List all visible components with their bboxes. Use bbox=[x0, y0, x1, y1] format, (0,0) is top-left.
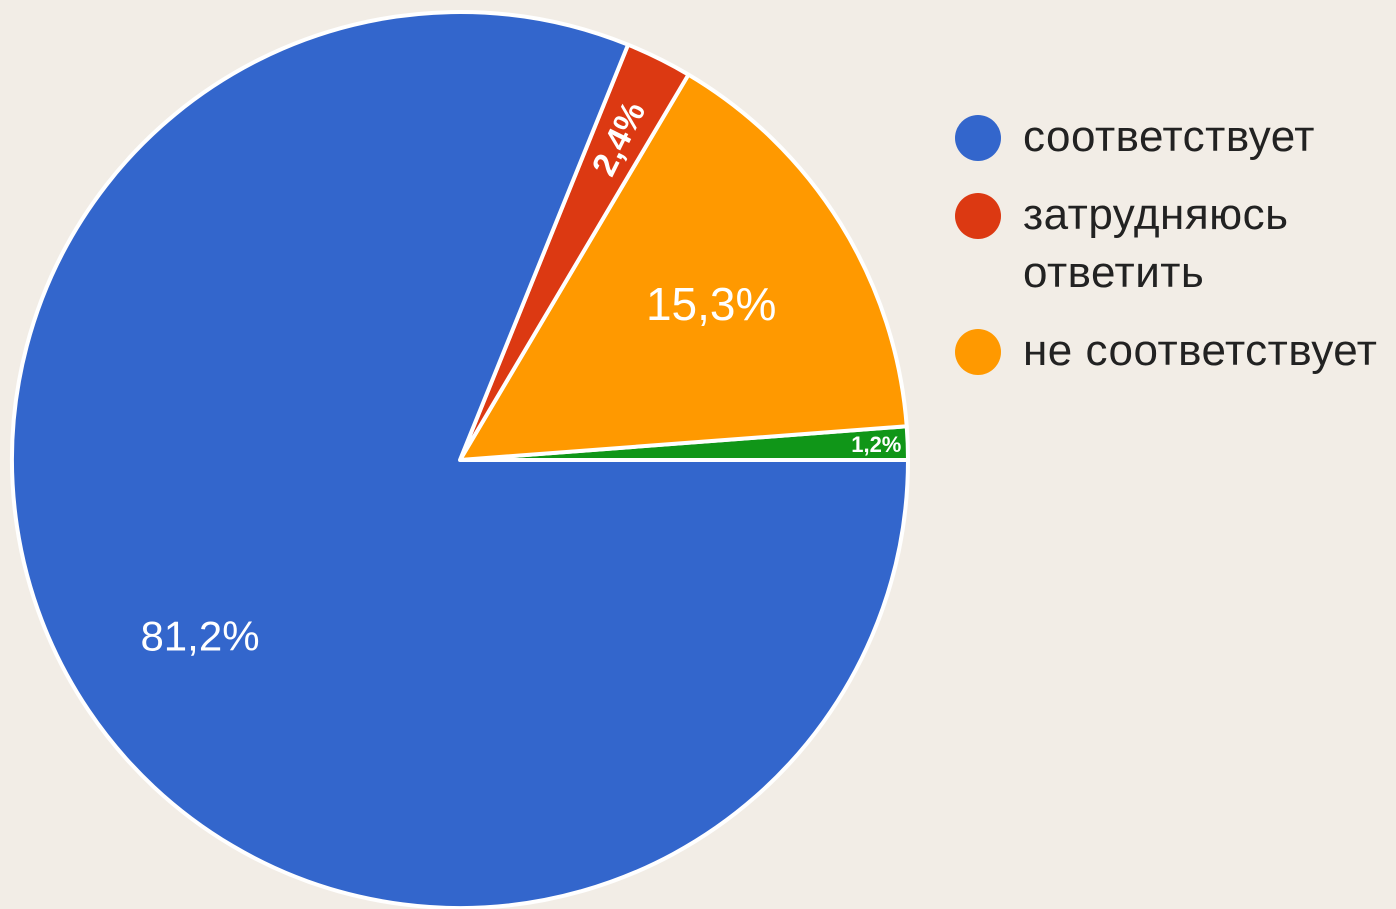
pie-label-3: 1,2% bbox=[851, 432, 901, 457]
legend-label-0: соответствует bbox=[1023, 112, 1315, 161]
legend-item-0: соответствует bbox=[955, 108, 1395, 166]
pie-slice-2 bbox=[458, 72, 909, 462]
pie-label-0: 81,2% bbox=[140, 613, 259, 660]
legend-marker-1 bbox=[955, 193, 1001, 239]
pie-chart-svg: 1,2%15,3%2,4%81,2% bbox=[10, 10, 910, 909]
legend-marker-0 bbox=[955, 115, 1001, 161]
legend-label-1: затрудняюсь ответить bbox=[1023, 190, 1289, 297]
legend-item-1: затрудняюсь ответить bbox=[955, 186, 1395, 302]
legend-marker-2 bbox=[955, 329, 1001, 375]
pie-label-2: 15,3% bbox=[646, 278, 776, 330]
legend: соответствует затрудняюсь ответить не со… bbox=[955, 108, 1395, 400]
pie-chart: 1,2% 15,3% 2,4% 81,2% bbox=[10, 10, 910, 909]
legend-label-2: не соответствует bbox=[1023, 326, 1378, 375]
legend-item-2: не соответствует bbox=[955, 322, 1395, 380]
pie-slice-0 bbox=[10, 10, 910, 909]
